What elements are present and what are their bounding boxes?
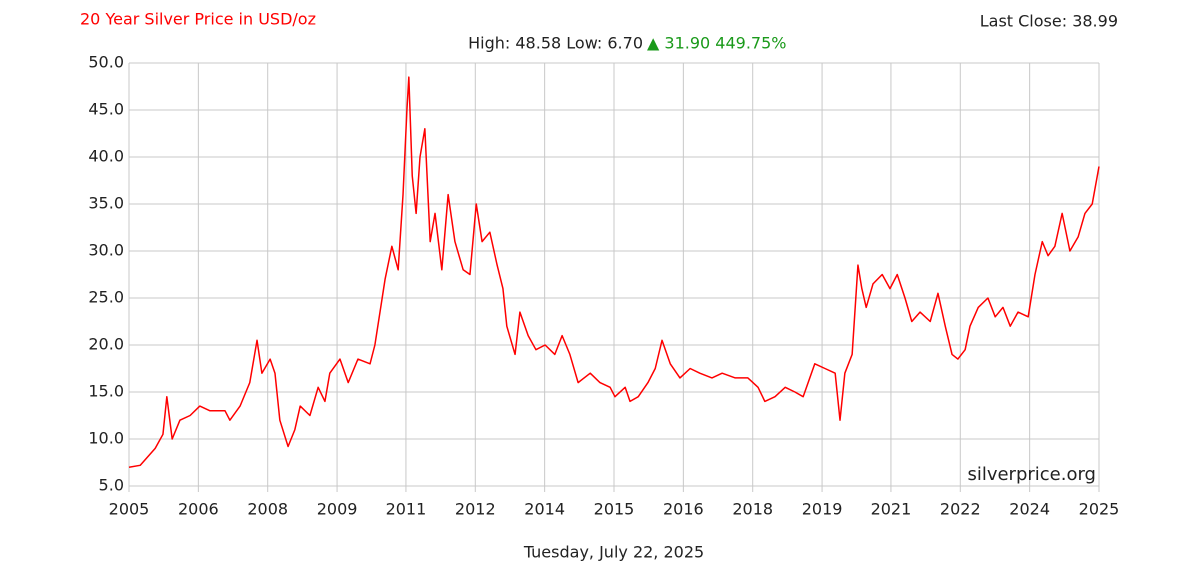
x-tick-label: 2014 (524, 500, 565, 519)
y-tick-label: 40.0 (88, 147, 124, 166)
y-tick-label: 50.0 (88, 53, 124, 72)
date: Tuesday, July 22, 2025 (523, 543, 704, 562)
x-tick-label: 2006 (178, 500, 219, 519)
y-tick-label: 10.0 (88, 429, 124, 448)
y-tick-label: 20.0 (88, 335, 124, 354)
y-tick-label: 30.0 (88, 241, 124, 260)
x-tick-label: 2012 (455, 500, 496, 519)
y-tick-label: 35.0 (88, 194, 124, 213)
y-tick-label: 5.0 (99, 476, 124, 495)
chart-title: 20 Year Silver Price in USD/oz (80, 10, 316, 29)
watermark: silverprice.org (967, 464, 1096, 485)
x-tick-label: 2015 (594, 500, 635, 519)
x-tick-label: 2018 (732, 500, 773, 519)
x-tick-label: 2021 (871, 500, 912, 519)
x-tick-label: 2024 (1009, 500, 1050, 519)
x-tick-label: 2011 (386, 500, 427, 519)
y-tick-label: 15.0 (88, 382, 124, 401)
x-tick-label: 2009 (317, 500, 358, 519)
x-tick-label: 2016 (663, 500, 704, 519)
summary: High: 48.58 Low: 6.70 (468, 34, 643, 53)
last-close: Last Close: 38.99 (980, 12, 1118, 31)
x-tick-label: 2019 (802, 500, 843, 519)
price-line (128, 76, 1100, 468)
x-tick-label: 2005 (109, 500, 150, 519)
change: ▲ 31.90 449.75% (647, 34, 786, 53)
x-tick-label: 2008 (247, 500, 288, 519)
y-tick-label: 45.0 (88, 100, 124, 119)
x-tick-label: 2022 (940, 500, 981, 519)
y-tick-label: 25.0 (88, 288, 124, 307)
x-tick-label: 2025 (1079, 500, 1120, 519)
